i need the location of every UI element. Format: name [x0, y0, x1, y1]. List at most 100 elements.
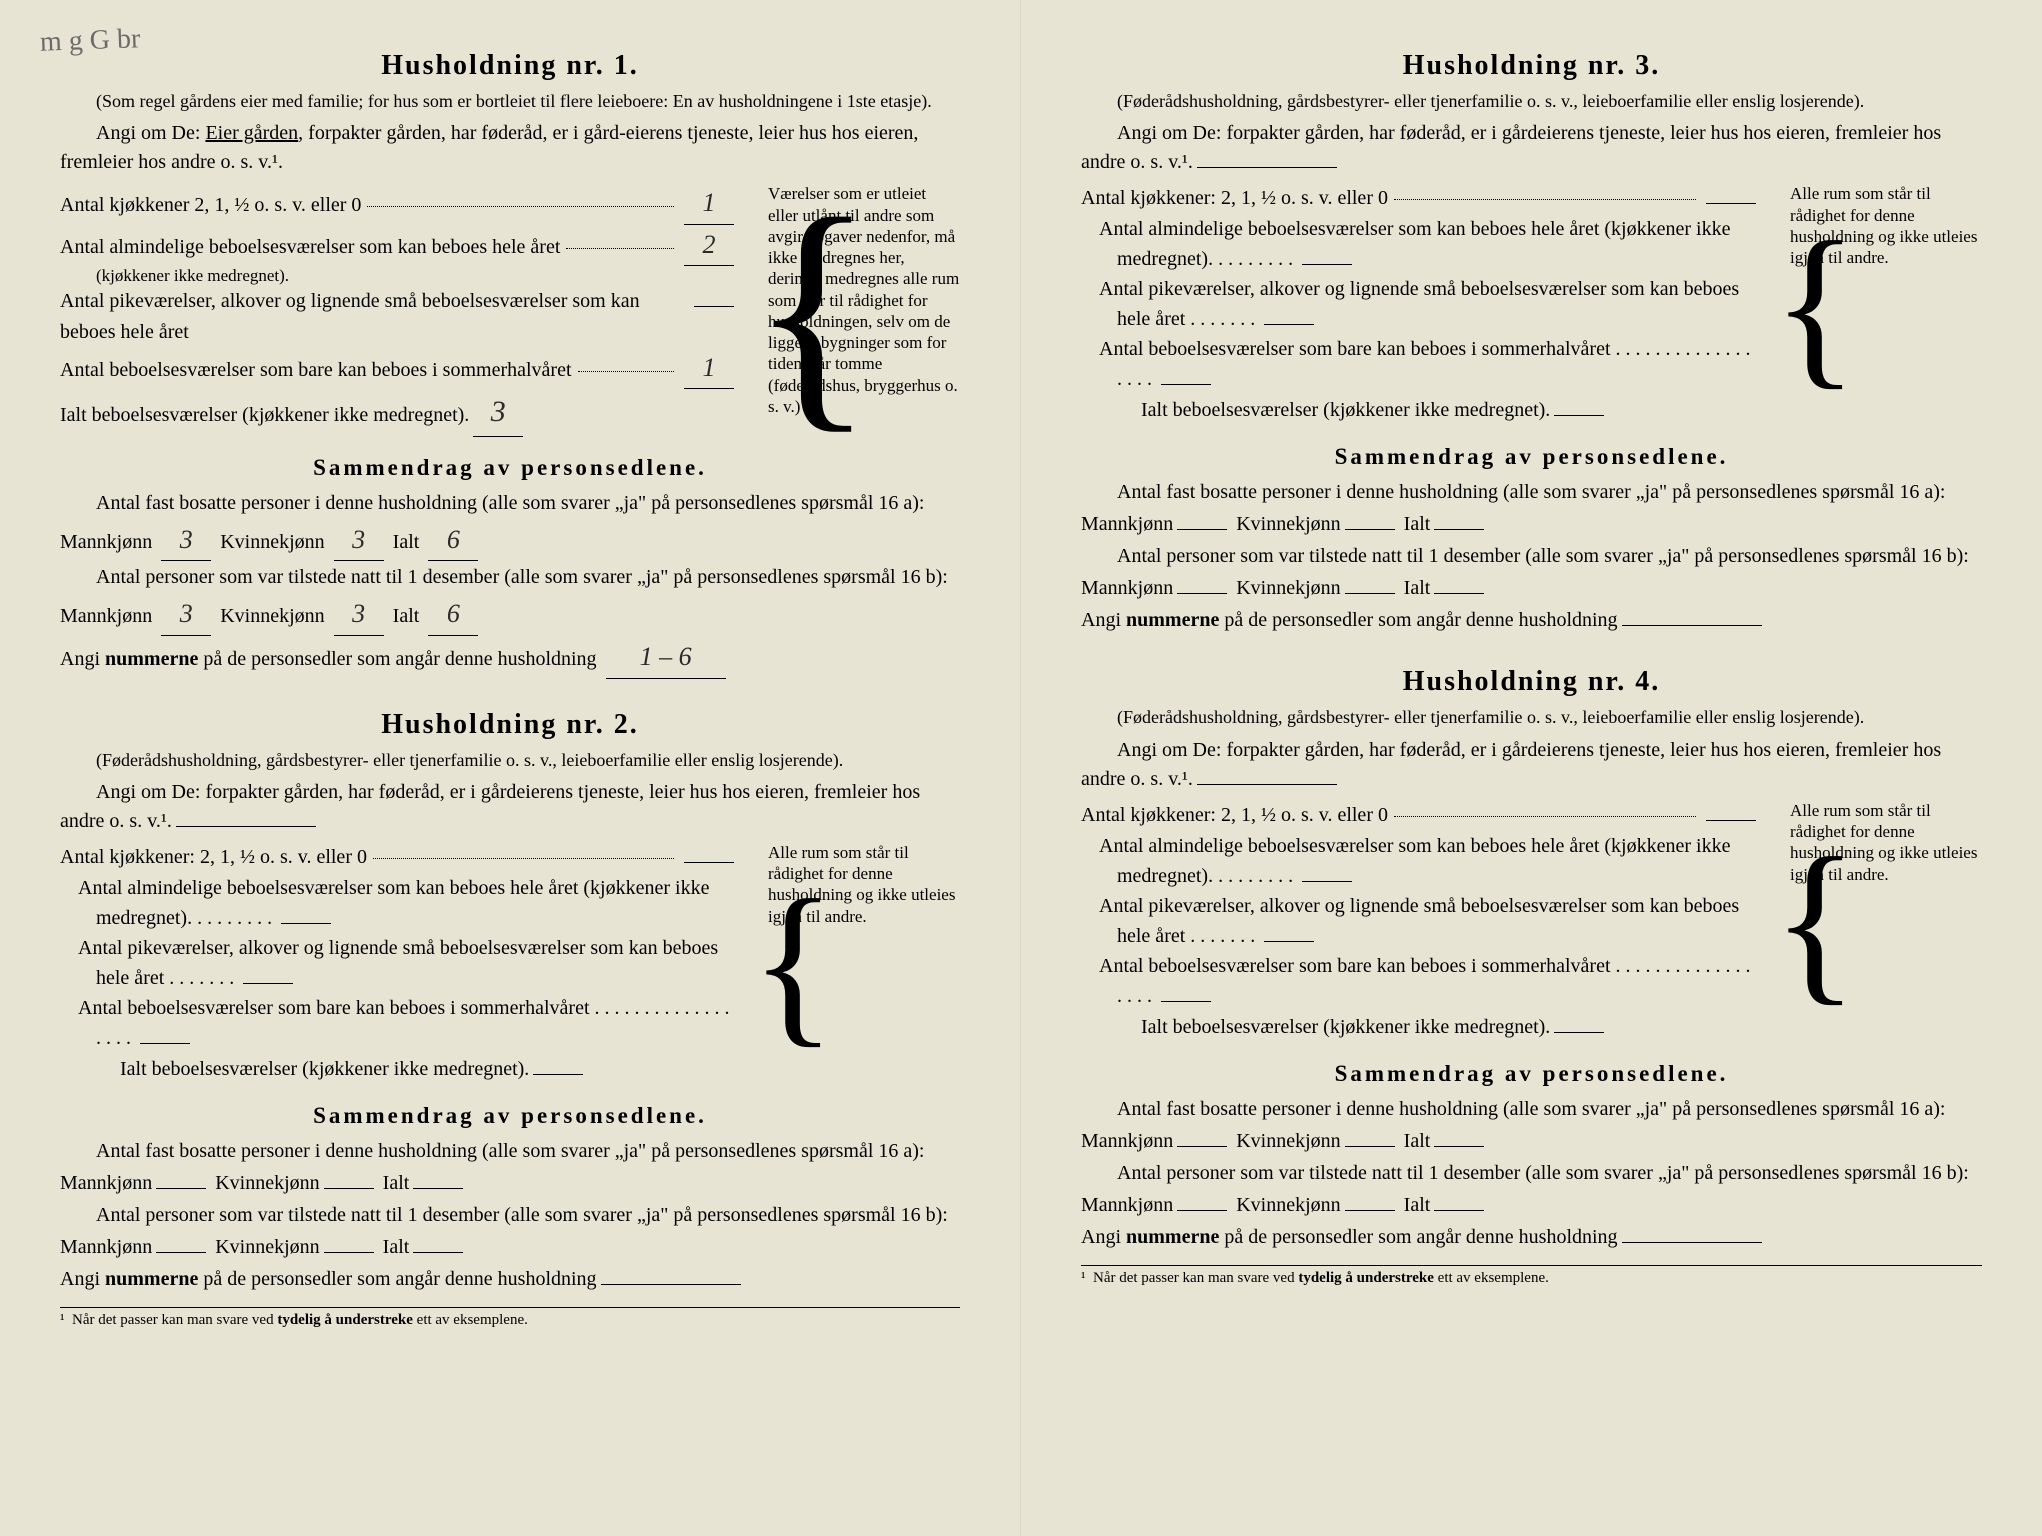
- angi-blank: [1197, 784, 1337, 785]
- household-3-title: Husholdning nr. 3.: [1081, 50, 1982, 82]
- blank: [324, 1188, 374, 1189]
- angi-prefix: Angi om De:: [96, 781, 200, 803]
- left-page: m g G br Husholdning nr. 1. (Som regel g…: [0, 0, 1021, 1536]
- angi-prefix: Angi om De:: [1117, 739, 1221, 761]
- sammendrag-1-heading: Sammendrag av personsedlene.: [60, 455, 960, 481]
- blank: [156, 1252, 206, 1253]
- household-3: Husholdning nr. 3. (Føderådshusholdning,…: [1081, 50, 1982, 636]
- nummer-label: Angi nummerne på de personsedler som ang…: [60, 648, 597, 670]
- household-1-form: Antal kjøkkener 2, 1, ½ o. s. v. eller 0…: [60, 183, 960, 436]
- blank: [1434, 1210, 1484, 1211]
- angi-blank: [176, 826, 316, 827]
- pike-val: [694, 306, 734, 307]
- footnote-right: ¹ Når det passer kan man svare ved tydel…: [1081, 1265, 1982, 1287]
- row-pike: Antal pikeværelser, alkover og lignende …: [60, 286, 738, 348]
- blank: [324, 1252, 374, 1253]
- blank: [1264, 324, 1314, 325]
- row-kjokkener: Antal kjøkkener 2, 1, ½ o. s. v. eller 0…: [60, 183, 738, 224]
- household-4-main: Antal kjøkkener: 2, 1, ½ o. s. v. eller …: [1081, 800, 1760, 1043]
- ialt-a: 6: [428, 519, 478, 562]
- row-sommer: Antal beboelsesværelser som bare kan beb…: [60, 993, 738, 1053]
- angi-prefix: Angi om De:: [96, 122, 200, 144]
- sommer-label: Antal beboelsesværelser som bare kan beb…: [1099, 338, 1621, 360]
- sammendrag-4-line2: Antal personer som var tilstede natt til…: [1081, 1157, 1982, 1189]
- blank: [413, 1188, 463, 1189]
- ialt-label: Ialt: [1404, 1130, 1431, 1152]
- blank: [1177, 529, 1227, 530]
- mann-b: 3: [161, 593, 211, 636]
- household-3-main: Antal kjøkkener: 2, 1, ½ o. s. v. eller …: [1081, 183, 1760, 426]
- dots: [578, 371, 674, 372]
- sammendrag-4-vals-b: Mannkjønn Kvinnekjønn Ialt: [1081, 1189, 1982, 1221]
- blank: [1302, 264, 1352, 265]
- nummer-label: Angi nummerne på de personsedler som ang…: [1081, 1226, 1618, 1248]
- kvinne-label: Kvinnekjønn: [1236, 1194, 1340, 1216]
- pike-label: Antal pikeværelser, alkover og lignende …: [1099, 895, 1739, 947]
- sammendrag-2-line1: Antal fast bosatte personer i denne hush…: [60, 1135, 960, 1167]
- row-ialt: Ialt beboelsesværelser (kjøkkener ikke m…: [1081, 1011, 1760, 1043]
- sammendrag-1-line1: Antal fast bosatte personer i denne hush…: [60, 487, 960, 519]
- ialt-label: Ialt: [383, 1172, 410, 1194]
- row-kjokkener: Antal kjøkkener: 2, 1, ½ o. s. v. eller …: [60, 842, 738, 873]
- brace-icon: {: [1772, 800, 1786, 1043]
- dots: [367, 206, 674, 207]
- kvinne-label: Kvinnekjønn: [215, 1236, 319, 1258]
- blank: [140, 1043, 190, 1044]
- blank: [1622, 625, 1762, 626]
- sammendrag-4-heading: Sammendrag av personsedlene.: [1081, 1061, 1982, 1087]
- ialt-val: 3: [473, 389, 523, 437]
- row-sommer: Antal beboelsesværelser som bare kan beb…: [60, 348, 738, 389]
- blank: [1622, 1242, 1762, 1243]
- kjokkener-val: 1: [684, 183, 734, 224]
- mann-a: 3: [161, 519, 211, 562]
- blank: [1264, 941, 1314, 942]
- blank: [533, 1074, 583, 1075]
- kjokkener-label: Antal kjøkkener: 2, 1, ½ o. s. v. eller …: [60, 842, 367, 873]
- blank: [1554, 1032, 1604, 1033]
- blank: [1177, 1146, 1227, 1147]
- row-almindelige: Antal almindelige beboelsesværelser som …: [1081, 214, 1760, 274]
- angi-underlined: Eier gården: [205, 122, 298, 144]
- mann-label: Mannkjønn: [1081, 1194, 1173, 1216]
- household-3-subtitle: (Føderådshusholdning, gårdsbestyrer- ell…: [1081, 90, 1982, 113]
- sommer-label: Antal beboelsesværelser som bare kan beb…: [60, 355, 572, 386]
- household-2-angi: Angi om De: forpakter gården, har føderå…: [60, 778, 960, 836]
- household-2-subtitle: (Føderådshusholdning, gårdsbestyrer- ell…: [60, 749, 960, 772]
- sammendrag-1-vals-b: Mannkjønn 3 Kvinnekjønn 3 Ialt 6: [60, 593, 960, 636]
- nummer-val: 1 – 6: [606, 636, 726, 679]
- ialt-label: Ialt beboelsesværelser (kjøkkener ikke m…: [1141, 399, 1550, 421]
- household-1-title: Husholdning nr. 1.: [60, 50, 960, 82]
- almindelige-label: Antal almindelige beboelsesværelser som …: [78, 877, 709, 929]
- sammendrag-1-vals-a: Mannkjønn 3 Kvinnekjønn 3 Ialt 6: [60, 519, 960, 562]
- household-1-main: Antal kjøkkener 2, 1, ½ o. s. v. eller 0…: [60, 183, 738, 436]
- mann-label: Mannkjønn: [60, 1236, 152, 1258]
- ialt-label: Ialt: [383, 1236, 410, 1258]
- blank: [1345, 1146, 1395, 1147]
- blank: [281, 923, 331, 924]
- sammendrag-2-vals-b: Mannkjønn Kvinnekjønn Ialt: [60, 1231, 960, 1263]
- sammendrag-2-line2: Antal personer som var tilstede natt til…: [60, 1199, 960, 1231]
- almindelige-note: (kjøkkener ikke medregnet).: [60, 266, 738, 286]
- row-kjokkener: Antal kjøkkener: 2, 1, ½ o. s. v. eller …: [1081, 800, 1760, 831]
- household-2-form: Antal kjøkkener: 2, 1, ½ o. s. v. eller …: [60, 842, 960, 1085]
- row-almindelige: Antal almindelige beboelsesværelser som …: [1081, 831, 1760, 891]
- household-4-sidenote: { Alle rum som står til rådighet for den…: [1772, 800, 1982, 1043]
- household-3-sidenote: { Alle rum som står til rådighet for den…: [1772, 183, 1982, 426]
- ialt-label: Ialt beboelsesværelser (kjøkkener ikke m…: [60, 400, 469, 431]
- pike-label: Antal pikeværelser, alkover og lignende …: [78, 937, 718, 989]
- ialt-label: Ialt: [393, 531, 420, 553]
- ialt-label: Ialt beboelsesværelser (kjøkkener ikke m…: [120, 1058, 529, 1080]
- brace-icon: {: [750, 842, 764, 1085]
- sammendrag-3-line1: Antal fast bosatte personer i denne hush…: [1081, 476, 1982, 508]
- kjokkener-label: Antal kjøkkener: 2, 1, ½ o. s. v. eller …: [1081, 800, 1388, 831]
- row-almindelige: Antal almindelige beboelsesværelser som …: [60, 873, 738, 933]
- kvinne-label: Kvinnekjønn: [220, 605, 324, 627]
- ialt-label: Ialt: [1404, 577, 1431, 599]
- blank: [1706, 820, 1756, 821]
- kjokkener-label: Antal kjøkkener 2, 1, ½ o. s. v. eller 0: [60, 190, 361, 221]
- pike-label: Antal pikeværelser, alkover og lignende …: [60, 286, 690, 348]
- sammendrag-3-vals-b: Mannkjønn Kvinnekjønn Ialt: [1081, 572, 1982, 604]
- brace-icon: {: [750, 183, 764, 436]
- kvinne-a: 3: [334, 519, 384, 562]
- sammendrag-3-heading: Sammendrag av personsedlene.: [1081, 444, 1982, 470]
